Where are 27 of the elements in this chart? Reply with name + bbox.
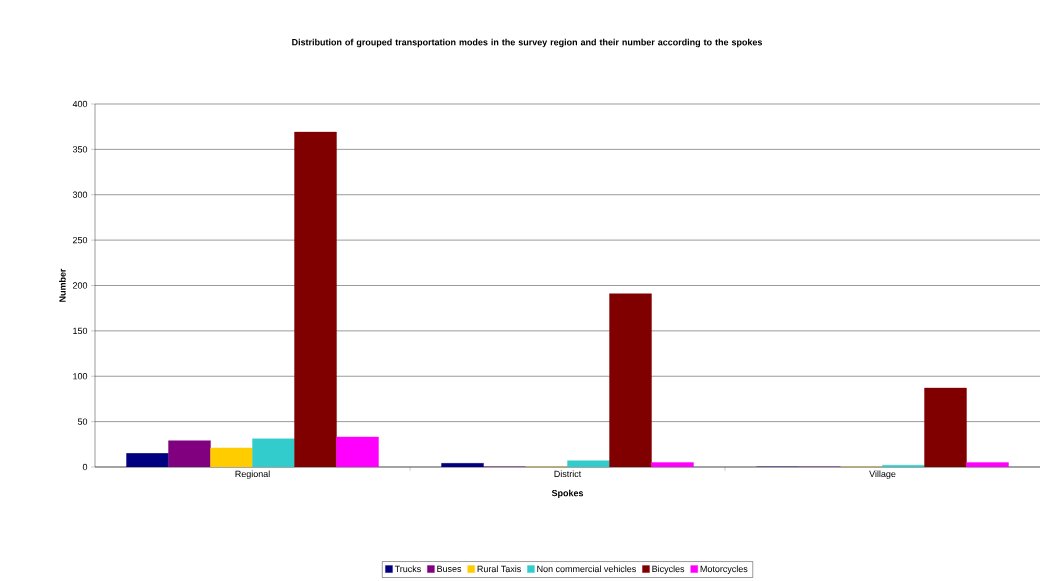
x-tick-label: District	[554, 470, 582, 478]
y-tick-label: 400	[72, 100, 88, 108]
bar	[567, 460, 610, 467]
chart-title: Distribution of grouped transportation modes in the survey region and their number according to the spokes	[292, 38, 763, 48]
bar	[168, 440, 211, 467]
bar	[210, 447, 253, 467]
y-tick-label: 200	[72, 282, 88, 289]
legend-label: Rural Taxis	[477, 565, 521, 573]
y-tick-label: 350	[72, 146, 88, 153]
bar	[126, 453, 169, 467]
bar	[252, 438, 295, 467]
legend-label: Trucks	[394, 565, 421, 573]
y-axis-title: Number	[59, 268, 66, 302]
legend-label: Buses	[437, 565, 462, 572]
y-tick-label: 300	[72, 191, 88, 198]
y-tick-label: 0	[82, 463, 88, 471]
x-tick-label: Village	[869, 470, 896, 479]
y-tick-label: 250	[72, 236, 88, 244]
y-tick-label: 150	[73, 327, 88, 335]
legend-label: Bicycles	[652, 565, 685, 574]
x-axis-title: Spokes	[551, 489, 584, 499]
y-tick-label: 100	[73, 373, 88, 380]
legend-label: Non commercial vehicles	[537, 565, 636, 573]
legend-label: Motorcycles	[700, 565, 748, 574]
y-tick-label: 50	[77, 418, 88, 425]
x-tick-label: Regional	[235, 470, 270, 479]
bar	[441, 463, 484, 467]
